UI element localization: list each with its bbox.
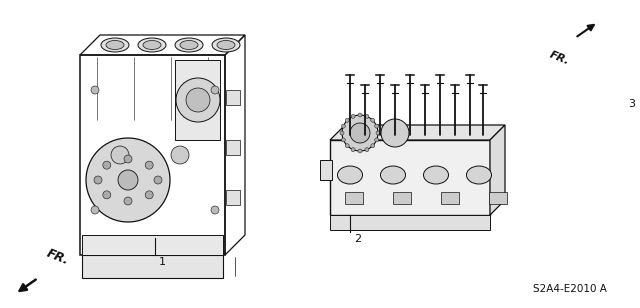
Polygon shape [175, 60, 220, 140]
Ellipse shape [217, 40, 235, 50]
Circle shape [86, 138, 170, 222]
Circle shape [350, 123, 370, 143]
Circle shape [176, 78, 220, 122]
Text: FR.: FR. [548, 50, 571, 67]
Bar [226, 140, 240, 155]
Circle shape [124, 155, 132, 163]
Circle shape [145, 161, 153, 169]
Circle shape [340, 131, 344, 135]
Circle shape [211, 206, 219, 214]
Ellipse shape [101, 38, 129, 52]
Bar [226, 90, 240, 105]
Circle shape [94, 176, 102, 184]
Bar [393, 192, 411, 204]
Circle shape [341, 138, 346, 142]
Ellipse shape [424, 166, 449, 184]
Circle shape [154, 176, 162, 184]
Text: 3: 3 [628, 99, 635, 109]
Circle shape [345, 118, 349, 122]
Circle shape [103, 161, 111, 169]
Circle shape [376, 131, 380, 135]
Circle shape [341, 124, 346, 128]
Bar [345, 192, 363, 204]
Circle shape [365, 148, 369, 152]
Ellipse shape [212, 38, 240, 52]
Circle shape [342, 115, 378, 151]
Circle shape [371, 144, 375, 148]
Circle shape [351, 148, 355, 152]
Ellipse shape [175, 38, 203, 52]
Polygon shape [330, 125, 505, 140]
Circle shape [358, 149, 362, 153]
Polygon shape [82, 235, 223, 255]
Circle shape [365, 114, 369, 118]
Circle shape [171, 146, 189, 164]
Circle shape [186, 88, 210, 112]
Circle shape [211, 86, 219, 94]
Ellipse shape [337, 166, 362, 184]
Circle shape [91, 86, 99, 94]
Text: FR.: FR. [45, 246, 71, 267]
Polygon shape [330, 215, 490, 230]
Ellipse shape [143, 40, 161, 50]
Text: S2A4-E2010 A: S2A4-E2010 A [533, 284, 607, 294]
Bar [226, 190, 240, 205]
Circle shape [374, 138, 379, 142]
Circle shape [91, 206, 99, 214]
Ellipse shape [467, 166, 492, 184]
Ellipse shape [180, 40, 198, 50]
Ellipse shape [381, 166, 406, 184]
Circle shape [118, 170, 138, 190]
Circle shape [351, 114, 355, 118]
Bar [441, 192, 459, 204]
Ellipse shape [138, 38, 166, 52]
Bar [320, 160, 332, 180]
Circle shape [345, 144, 349, 148]
Circle shape [103, 191, 111, 199]
Text: 2: 2 [354, 234, 361, 244]
Circle shape [371, 118, 375, 122]
Circle shape [145, 191, 153, 199]
Circle shape [111, 146, 129, 164]
Circle shape [381, 119, 409, 147]
Polygon shape [82, 255, 223, 278]
Circle shape [124, 197, 132, 205]
Circle shape [358, 113, 362, 117]
Bar [489, 192, 507, 204]
Ellipse shape [106, 40, 124, 50]
Polygon shape [490, 125, 505, 215]
Polygon shape [330, 140, 490, 215]
Circle shape [374, 124, 379, 128]
Text: 1: 1 [159, 257, 166, 267]
